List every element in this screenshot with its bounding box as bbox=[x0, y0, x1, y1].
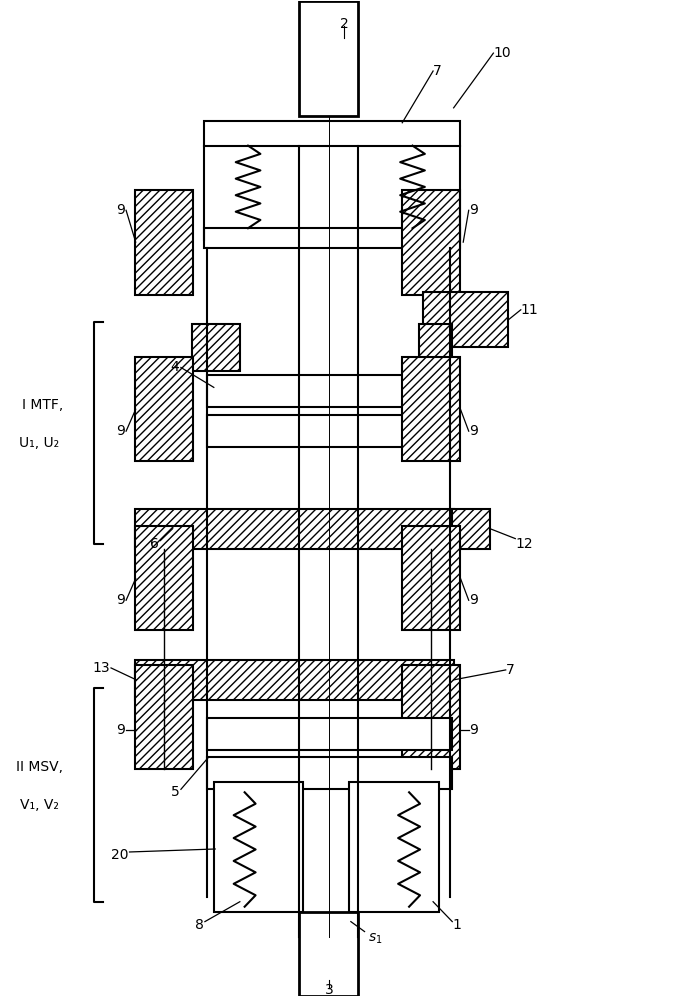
Text: 9: 9 bbox=[469, 593, 477, 607]
Text: 9: 9 bbox=[116, 424, 125, 438]
Text: 4: 4 bbox=[171, 360, 180, 374]
Bar bbox=[135, 660, 453, 700]
Text: 12: 12 bbox=[515, 537, 533, 551]
Text: 9: 9 bbox=[116, 593, 125, 607]
Text: 13: 13 bbox=[92, 661, 109, 675]
Text: V₁, V₂: V₁, V₂ bbox=[20, 798, 58, 812]
Text: 10: 10 bbox=[493, 46, 511, 60]
Text: 9: 9 bbox=[469, 424, 477, 438]
Bar bbox=[207, 415, 452, 447]
Bar bbox=[135, 190, 193, 295]
Bar bbox=[135, 665, 193, 769]
Bar bbox=[350, 782, 438, 912]
Bar bbox=[207, 375, 452, 407]
Bar bbox=[135, 357, 193, 461]
Bar bbox=[402, 665, 460, 769]
Bar bbox=[420, 324, 452, 371]
Bar bbox=[299, 1, 358, 116]
Bar bbox=[423, 292, 508, 347]
Text: 7: 7 bbox=[506, 663, 515, 677]
Bar bbox=[299, 912, 358, 996]
Text: I MTF,: I MTF, bbox=[22, 398, 63, 412]
Bar bbox=[135, 509, 453, 549]
Text: 7: 7 bbox=[433, 64, 442, 78]
Text: 6: 6 bbox=[150, 537, 159, 551]
Text: 9: 9 bbox=[469, 723, 477, 737]
Text: 1: 1 bbox=[452, 918, 461, 932]
Text: 5: 5 bbox=[171, 785, 180, 799]
Text: 8: 8 bbox=[195, 918, 204, 932]
Bar bbox=[452, 509, 490, 549]
Text: 9: 9 bbox=[116, 203, 125, 217]
Text: II MSV,: II MSV, bbox=[16, 760, 63, 774]
Text: 9: 9 bbox=[469, 203, 477, 217]
Bar bbox=[204, 121, 460, 146]
Text: 9: 9 bbox=[116, 723, 125, 737]
Bar bbox=[192, 324, 240, 371]
Bar bbox=[204, 228, 460, 248]
Bar bbox=[214, 782, 303, 912]
Bar bbox=[207, 718, 452, 750]
Text: U₁, U₂: U₁, U₂ bbox=[19, 436, 59, 450]
Bar bbox=[402, 190, 460, 295]
Text: 20: 20 bbox=[111, 848, 128, 862]
Bar bbox=[207, 757, 452, 789]
Bar bbox=[135, 526, 193, 630]
Text: 2: 2 bbox=[340, 17, 348, 31]
Bar bbox=[402, 526, 460, 630]
Bar bbox=[402, 357, 460, 461]
Text: 3: 3 bbox=[325, 983, 333, 997]
Text: $s_1$: $s_1$ bbox=[368, 931, 383, 946]
Text: 11: 11 bbox=[521, 303, 539, 317]
